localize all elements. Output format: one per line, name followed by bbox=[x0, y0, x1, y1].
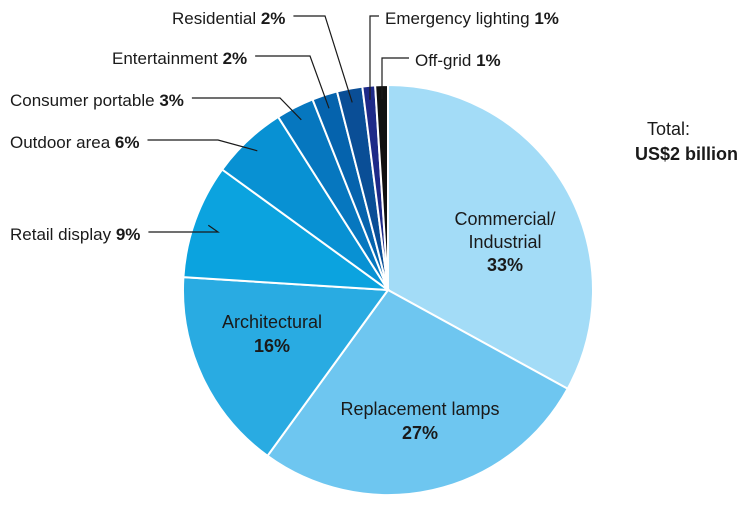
total-value: US$2 billion bbox=[635, 144, 738, 164]
slice-label-entertainment: Entertainment 2% bbox=[112, 49, 247, 68]
leader-retail-display bbox=[148, 224, 220, 233]
slice-value-residential: 2% bbox=[261, 9, 286, 28]
slice-label-emergency-lighting: Emergency lighting 1% bbox=[385, 9, 559, 28]
slice-commercial-industrial bbox=[387, 83, 594, 391]
slice-value-retail-display: 9% bbox=[116, 225, 141, 244]
slice-replacement-lamps bbox=[266, 288, 569, 496]
slice-label-replacement-lamps: Replacement lamps bbox=[340, 399, 499, 419]
slice-value-emergency-lighting: 1% bbox=[534, 9, 559, 28]
slice-label-commercial-industrial: Industrial bbox=[468, 232, 541, 252]
total-title: Total: bbox=[647, 119, 690, 139]
slice-value-commercial-industrial: 33% bbox=[487, 255, 523, 275]
slice-value-outdoor-area: 6% bbox=[115, 133, 140, 152]
slice-label-outdoor-area: Outdoor area 6% bbox=[10, 133, 139, 152]
leader-lines bbox=[147, 15, 409, 233]
slice-value-architectural: 16% bbox=[254, 336, 290, 356]
slice-value-off-grid: 1% bbox=[476, 51, 501, 70]
leader-emergency-lighting bbox=[369, 15, 379, 100]
slice-label-residential: Residential 2% bbox=[172, 9, 285, 28]
leader-off-grid bbox=[381, 57, 409, 100]
slice-label-architectural: Architectural bbox=[222, 312, 322, 332]
slice-value-replacement-lamps: 27% bbox=[402, 423, 438, 443]
slice-label-retail-display: Retail display 9% bbox=[10, 225, 140, 244]
leader-entertainment bbox=[255, 55, 330, 109]
leader-consumer-portable bbox=[191, 97, 302, 121]
slice-labels: Commercial/Industrial 33% Replacement lamp… bbox=[10, 9, 559, 443]
slice-architectural bbox=[182, 276, 390, 458]
slice-value-consumer-portable: 3% bbox=[159, 91, 184, 110]
slice-value-entertainment: 2% bbox=[223, 49, 248, 68]
total-annotation: Total: US$2 billion bbox=[635, 119, 738, 164]
leader-residential bbox=[293, 15, 353, 103]
slice-label-consumer-portable: Consumer portable 3% bbox=[10, 91, 184, 110]
leader-outdoor-area bbox=[147, 139, 258, 152]
slice-label-off-grid: Off-grid 1% bbox=[415, 51, 501, 70]
slice-label-commercial-industrial: Commercial/ bbox=[454, 209, 555, 229]
slice-retail-display bbox=[182, 168, 392, 292]
pie-slices bbox=[182, 83, 594, 496]
